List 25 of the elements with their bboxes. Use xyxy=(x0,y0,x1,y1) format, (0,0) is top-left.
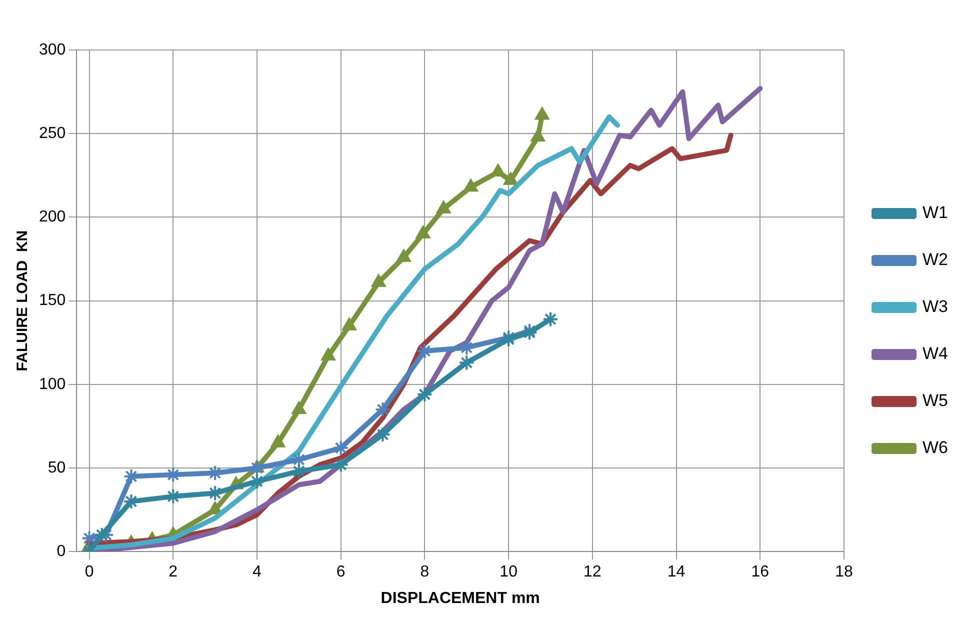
x-tick-label: 12 xyxy=(584,564,602,581)
x-tick-label: 2 xyxy=(168,564,178,581)
y-axis-title: FALUIRE LOAD KN xyxy=(14,230,32,372)
legend-label: W5 xyxy=(922,391,948,410)
x-tick-label: 6 xyxy=(336,564,346,581)
y-tick-label: 100 xyxy=(38,376,66,393)
x-tick-label: 18 xyxy=(835,564,853,581)
y-tick-label: 250 xyxy=(38,125,66,142)
y-tick-label: 0 xyxy=(56,543,66,560)
y-tick-label: 200 xyxy=(38,208,66,226)
legend-label: W3 xyxy=(922,297,948,316)
legend-label: W6 xyxy=(922,438,948,458)
legend-label: W4 xyxy=(922,344,948,364)
x-tick-label: 8 xyxy=(420,564,430,581)
legend-label: W1 xyxy=(922,203,948,222)
x-axis-title: DISPLACEMENT mm xyxy=(380,590,540,607)
y-tick-label: 300 xyxy=(38,41,66,58)
x-tick-label: 4 xyxy=(252,564,262,581)
x-tick-label: 10 xyxy=(500,564,518,581)
legend-label: W2 xyxy=(922,250,948,270)
x-tick-label: 14 xyxy=(667,564,686,581)
x-tick-label: 16 xyxy=(751,564,770,581)
x-tick-label: 0 xyxy=(84,564,94,581)
y-tick-label: 50 xyxy=(48,459,66,476)
y-tick-label: 150 xyxy=(38,292,66,310)
